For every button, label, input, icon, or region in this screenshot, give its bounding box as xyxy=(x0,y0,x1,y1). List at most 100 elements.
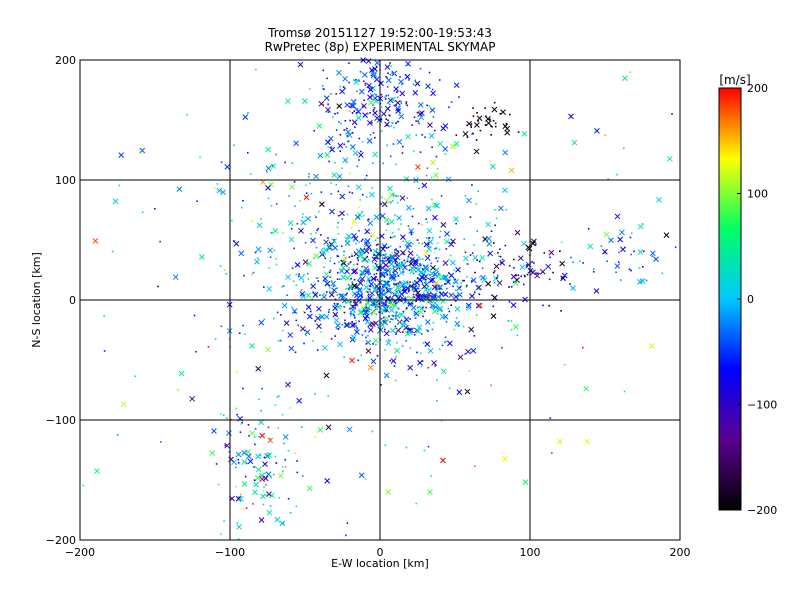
data-point-dot xyxy=(375,244,378,246)
data-point-dot xyxy=(327,311,330,313)
data-point-x xyxy=(285,98,291,105)
data-point-x xyxy=(464,388,471,395)
data-point-x xyxy=(340,274,347,281)
data-point-dot xyxy=(406,258,409,261)
data-point-x xyxy=(269,492,275,499)
data-point-x xyxy=(517,255,524,262)
data-point-dot xyxy=(370,249,373,252)
data-point-dot xyxy=(364,329,367,332)
data-point-x xyxy=(462,255,469,262)
data-point-dot xyxy=(494,122,497,125)
data-point-dot xyxy=(345,534,347,537)
data-point-dot xyxy=(427,237,430,239)
data-point-x xyxy=(388,192,395,198)
data-point-dot xyxy=(489,160,491,163)
data-point-dot xyxy=(638,267,641,269)
data-point-x xyxy=(561,272,568,279)
data-point-x xyxy=(454,306,461,312)
data-point-dot xyxy=(335,129,338,131)
data-point-x xyxy=(548,249,555,256)
data-point-x xyxy=(501,456,508,462)
data-point-dot xyxy=(395,258,398,260)
data-point-dot xyxy=(416,311,419,313)
data-point-dot xyxy=(405,102,407,105)
data-point-x xyxy=(444,231,450,237)
data-point-x xyxy=(316,123,323,129)
data-point-dot xyxy=(351,112,354,114)
data-point-dot xyxy=(335,314,338,317)
data-point-dot xyxy=(328,160,330,163)
data-point-dot xyxy=(377,243,379,246)
data-point-dot xyxy=(560,277,563,280)
data-point-dot xyxy=(231,219,233,222)
data-point-dot xyxy=(391,318,394,321)
data-point-dot xyxy=(333,262,336,265)
data-point-dot xyxy=(257,257,259,259)
data-point-x xyxy=(379,265,386,271)
data-point-x xyxy=(349,102,355,109)
data-point-dot xyxy=(350,227,353,229)
data-point-x xyxy=(366,138,373,144)
data-point-dot xyxy=(387,339,390,341)
data-point-dot xyxy=(160,441,162,443)
data-point-dot xyxy=(629,71,631,74)
data-point-dot xyxy=(377,332,379,334)
data-point-dot xyxy=(355,79,357,81)
data-point-dot xyxy=(416,351,418,354)
data-point-dot xyxy=(354,126,356,129)
data-point-dot xyxy=(345,146,347,148)
data-point-x xyxy=(522,479,529,485)
data-point-dot xyxy=(429,246,431,249)
data-point-x xyxy=(430,90,436,97)
data-point-dot xyxy=(471,132,474,135)
data-point-x xyxy=(288,236,295,243)
data-point-dot xyxy=(418,256,420,259)
data-point-dot xyxy=(336,278,339,280)
data-point-dot xyxy=(623,147,625,150)
data-point-dot xyxy=(344,302,347,304)
data-point-dot xyxy=(412,296,415,298)
data-point-dot xyxy=(367,112,369,115)
data-point-dot xyxy=(353,110,356,112)
data-point-dot xyxy=(242,324,244,327)
data-point-dot xyxy=(505,122,508,125)
data-point-dot xyxy=(386,247,388,249)
data-point-dot xyxy=(242,507,244,510)
data-point-x xyxy=(270,163,277,170)
data-point-dot xyxy=(408,286,411,289)
data-point-dot xyxy=(401,261,403,264)
data-point-dot xyxy=(338,121,340,123)
data-point-dot xyxy=(407,225,410,227)
data-point-dot xyxy=(305,184,307,187)
x-tick-label: −200 xyxy=(65,546,95,559)
data-point-dot xyxy=(418,242,420,244)
data-point-x xyxy=(393,289,400,296)
data-point-dot xyxy=(415,134,418,136)
data-point-x xyxy=(398,312,405,318)
data-point-dot xyxy=(365,282,368,285)
data-point-x xyxy=(365,58,372,64)
data-point-dot xyxy=(134,375,137,378)
data-point-dot xyxy=(383,268,386,271)
data-point-dot xyxy=(361,253,364,256)
data-point-x xyxy=(385,489,392,495)
data-point-dot xyxy=(380,106,383,108)
data-point-x xyxy=(417,102,424,108)
data-point-dot xyxy=(579,260,581,262)
data-point-x xyxy=(118,152,125,158)
data-point-x xyxy=(315,315,321,322)
data-point-x xyxy=(315,305,322,312)
data-point-dot xyxy=(384,286,387,289)
data-point-dot xyxy=(335,327,338,330)
data-point-dot xyxy=(412,83,415,86)
data-point-dot xyxy=(245,507,248,509)
data-point-dot xyxy=(354,316,356,319)
data-point-dot xyxy=(356,328,358,331)
data-point-dot xyxy=(361,295,364,298)
data-point-dot xyxy=(327,237,329,239)
data-point-x xyxy=(354,329,360,335)
data-point-x xyxy=(291,308,298,314)
data-point-dot xyxy=(425,174,428,177)
data-point-dot xyxy=(336,271,339,274)
data-point-x xyxy=(396,262,403,269)
